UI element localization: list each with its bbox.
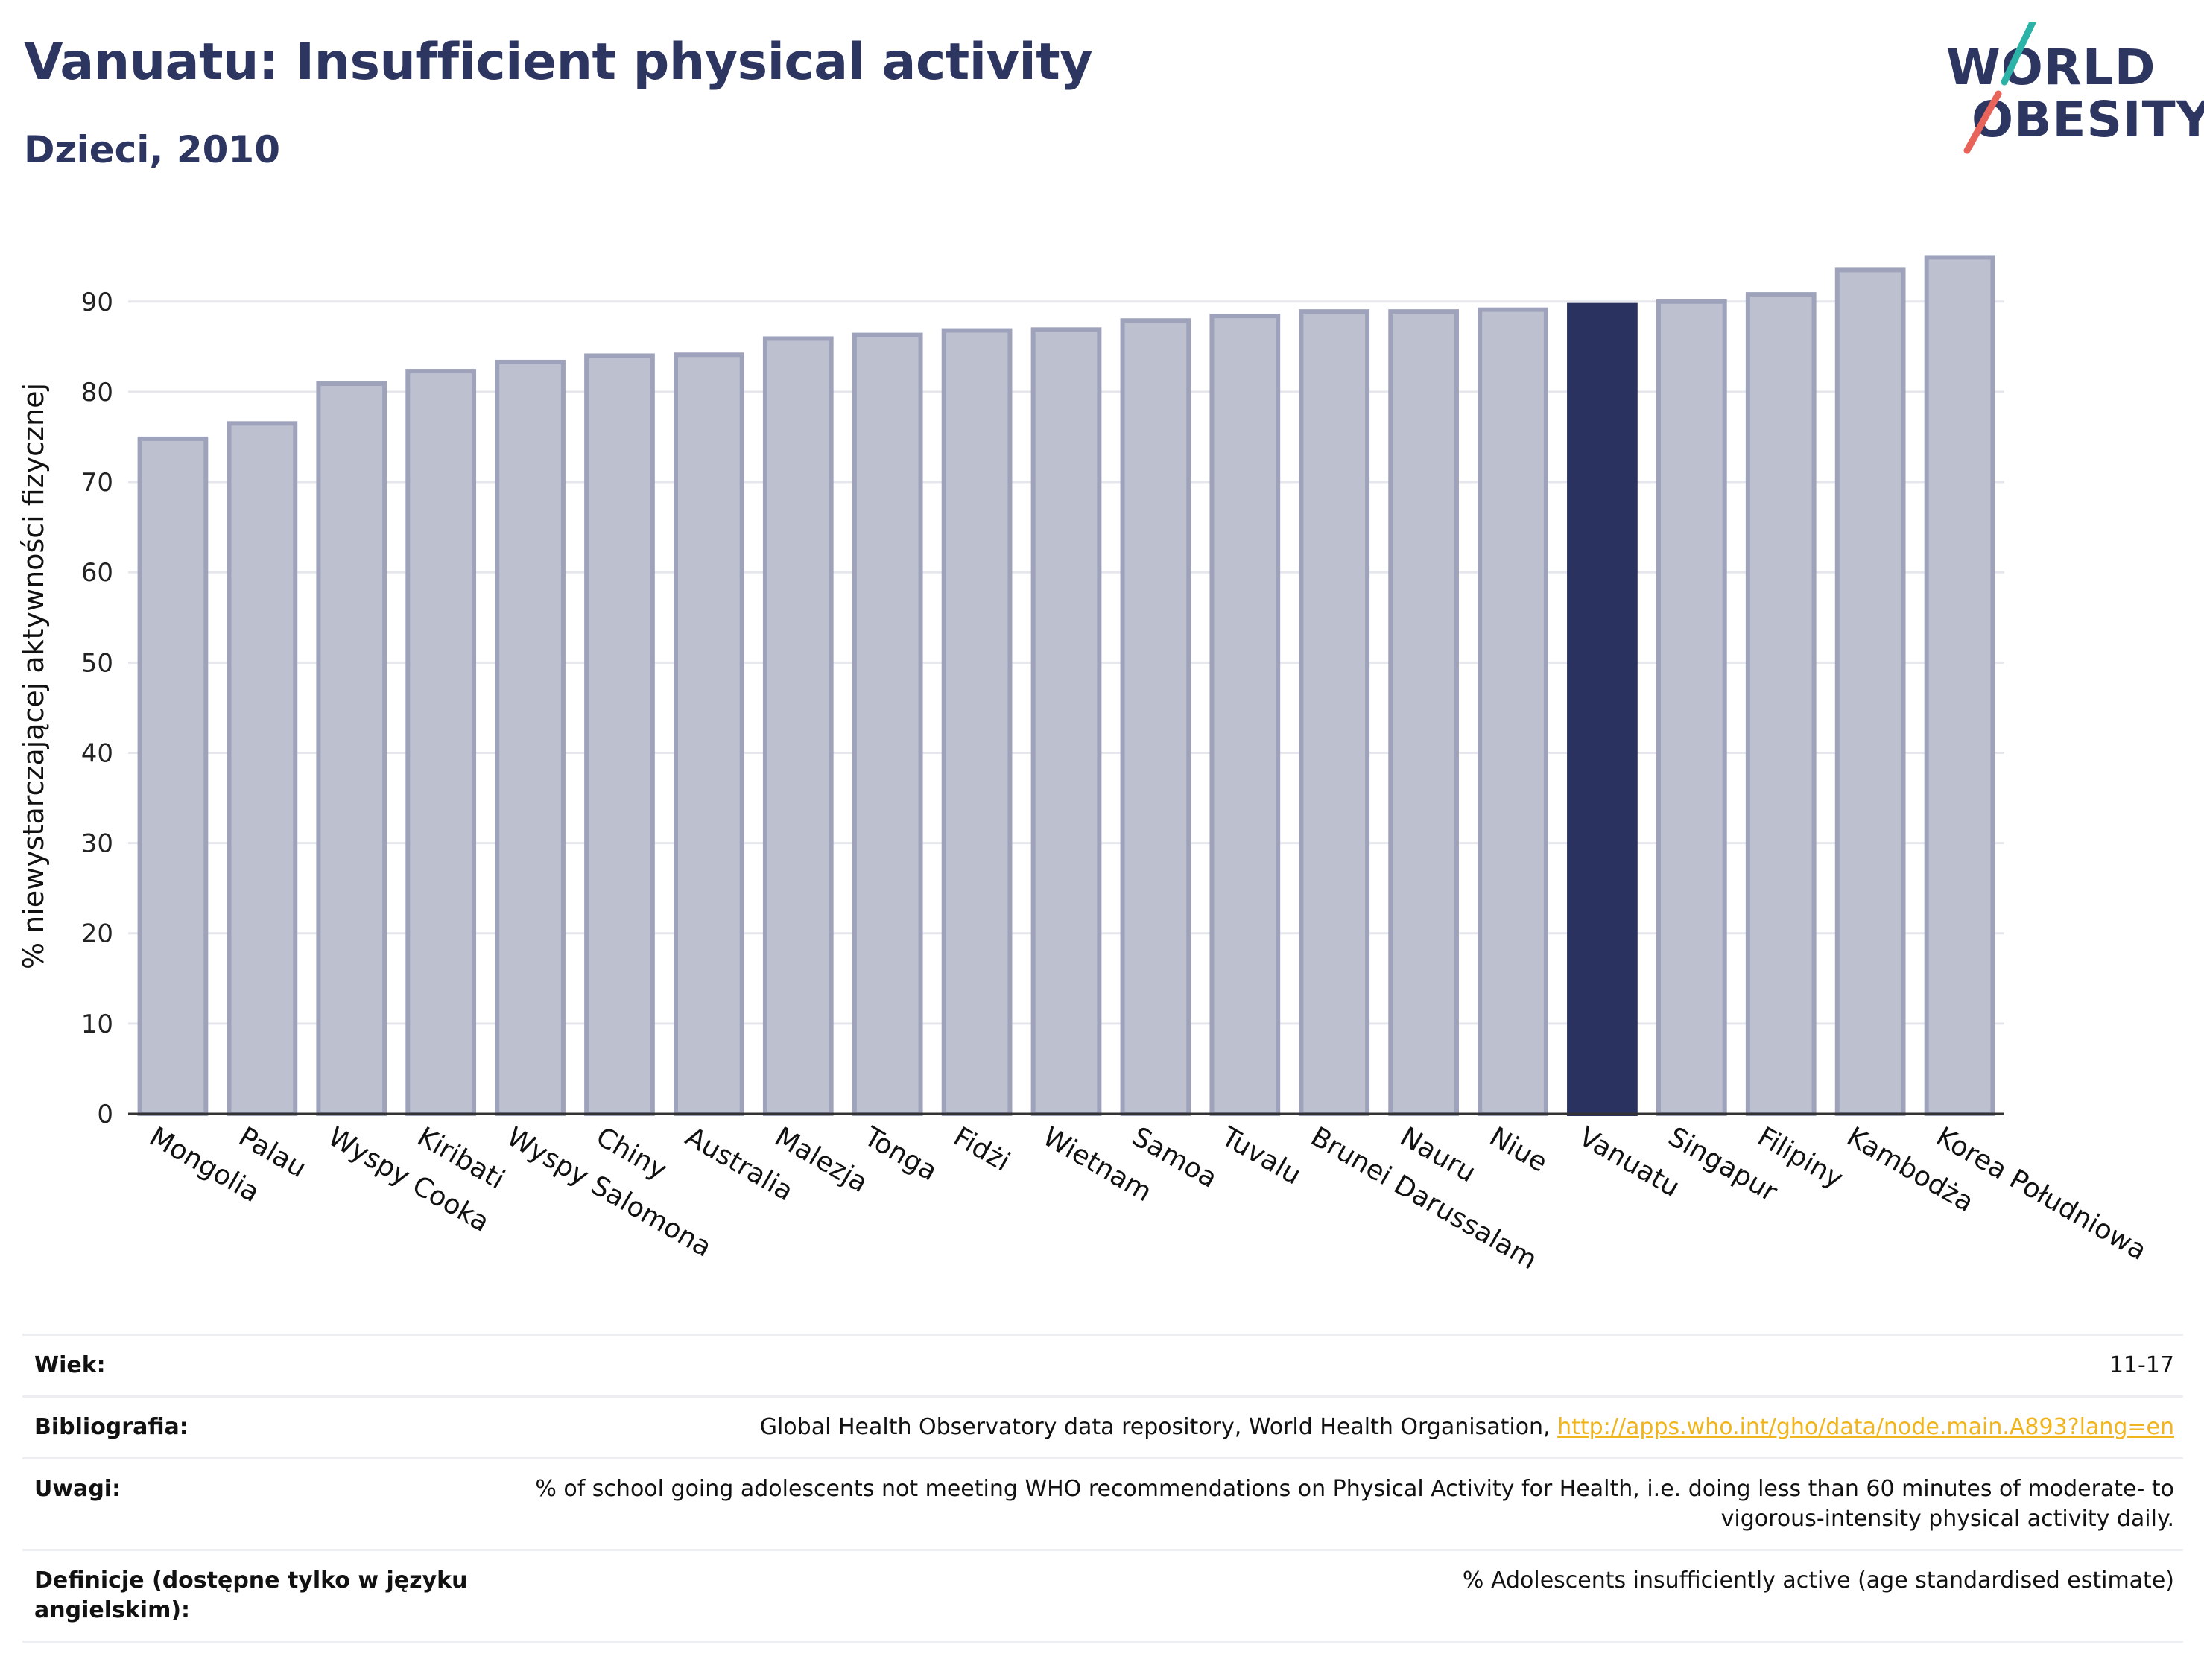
bar xyxy=(1030,327,1102,1117)
page-subtitle: Dzieci, 2010 xyxy=(24,128,280,171)
y-tick-label: 80 xyxy=(81,378,113,408)
logo-line-2: OBESITY xyxy=(1972,91,2204,148)
x-tick-label: Vanuatu xyxy=(1574,1121,1685,1203)
bar xyxy=(137,436,209,1116)
y-tick-label: 40 xyxy=(81,738,113,768)
info-source-text: Global Health Observatory data repositor… xyxy=(759,1414,1558,1440)
info-label: Uwagi: xyxy=(34,1476,121,1502)
info-row-bibliography: Bibliografia: Global Health Observatory … xyxy=(22,1395,2183,1457)
bar xyxy=(762,336,834,1117)
y-tick-label: 60 xyxy=(81,558,113,588)
info-label: Wiek: xyxy=(34,1352,106,1378)
info-row-notes: Uwagi: % of school going adolescents not… xyxy=(22,1457,2183,1549)
bar xyxy=(316,381,387,1117)
x-tick-label: Tonga xyxy=(858,1121,943,1188)
logo-line-1: WORLD xyxy=(1946,39,2156,96)
bar xyxy=(495,359,566,1116)
world-obesity-logo[interactable]: WORLD OBESITY xyxy=(1945,22,2204,156)
info-value: 11-17 xyxy=(2109,1352,2174,1378)
bar xyxy=(1656,299,1727,1116)
bar xyxy=(1299,309,1370,1117)
y-tick-label: 0 xyxy=(97,1100,113,1129)
bar xyxy=(1924,255,1995,1117)
bar xyxy=(227,421,298,1116)
bar xyxy=(1388,309,1459,1117)
y-tick-label: 10 xyxy=(81,1009,113,1039)
source-link[interactable]: http://apps.who.int/gho/data/node.main.A… xyxy=(1557,1414,2174,1440)
y-tick-label: 30 xyxy=(81,829,113,859)
x-tick-label: Niue xyxy=(1484,1121,1552,1178)
bar xyxy=(405,369,477,1116)
logo-slash-icon xyxy=(1963,22,2036,154)
y-tick-label: 90 xyxy=(81,288,113,317)
info-row-definitions: Definicje (dostępne tylko w języku angie… xyxy=(22,1549,2183,1643)
x-tick-label: Fidżi xyxy=(949,1121,1016,1177)
info-label: Bibliografia: xyxy=(34,1414,189,1440)
y-tick-label: 70 xyxy=(81,468,113,498)
info-value: Global Health Observatory data repositor… xyxy=(760,1413,2174,1442)
bar xyxy=(584,353,655,1116)
bar xyxy=(674,352,744,1117)
info-row-age: Wiek: 11-17 xyxy=(22,1334,2183,1395)
bar xyxy=(852,332,923,1116)
bar xyxy=(1745,292,1817,1116)
y-tick-label: 20 xyxy=(81,919,113,949)
info-value: % Adolescents insufficiently active (age… xyxy=(1462,1568,2174,1594)
y-axis-label: % niewystarczającej aktywności fizycznej xyxy=(17,383,50,969)
bar xyxy=(1209,314,1281,1116)
info-value: % of school going adolescents not meetin… xyxy=(535,1476,2174,1532)
bar xyxy=(1478,307,1548,1116)
bar xyxy=(1834,267,1906,1117)
info-label: Definicje (dostępne tylko w języku angie… xyxy=(34,1568,468,1623)
bar xyxy=(941,328,1013,1117)
info-table: Wiek: 11-17 Bibliografia: Global Health … xyxy=(22,1334,2183,1643)
x-tick-label: Tuvalu xyxy=(1215,1121,1305,1191)
page-title: Vanuatu: Insufficient physical activity xyxy=(24,33,1093,92)
bar xyxy=(1567,302,1638,1117)
y-tick-label: 50 xyxy=(81,648,113,678)
bar xyxy=(1120,318,1191,1117)
